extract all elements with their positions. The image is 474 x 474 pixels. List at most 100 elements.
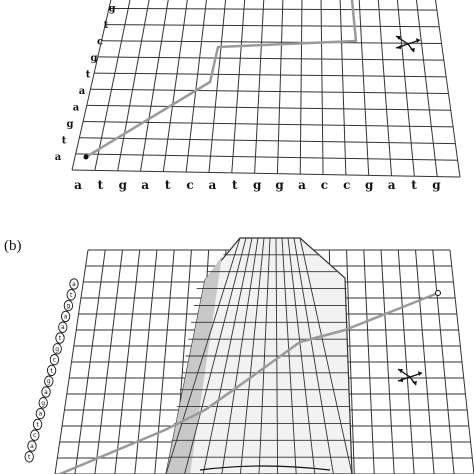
y-sequence-letter: a bbox=[79, 86, 86, 97]
x-sequence-letter: a bbox=[388, 178, 396, 192]
ridge-shadow bbox=[166, 256, 222, 474]
x-sequence-letter: g bbox=[432, 178, 441, 192]
x-sequence-letter: a bbox=[141, 178, 149, 192]
circled-letter-ring bbox=[32, 418, 43, 431]
panel-a-grid-hline bbox=[105, 24, 440, 28]
x-sequence-letter: c bbox=[343, 178, 350, 192]
circled-letter-ring bbox=[24, 451, 34, 463]
panel-a-grid-hline bbox=[75, 153, 458, 161]
panel-a-grid-vline bbox=[377, 0, 393, 176]
circled-letter-ring bbox=[49, 353, 60, 366]
circled-sequence-letter: a bbox=[72, 281, 76, 288]
circled-letter-ring bbox=[52, 343, 62, 355]
circled-sequence-letter: a bbox=[30, 443, 34, 450]
y-sequence-letter: c bbox=[97, 37, 103, 48]
ridge-vline bbox=[281, 237, 297, 474]
y-sequence-letter: g bbox=[109, 4, 116, 15]
panel-a-grid-vline bbox=[415, 0, 438, 177]
panel-a-grid-vline bbox=[254, 0, 265, 174]
panel-b-end-point bbox=[435, 290, 441, 296]
direction-arrows-icon bbox=[397, 368, 423, 386]
x-sequence-letter: a bbox=[209, 178, 217, 192]
panel-a-start-point bbox=[83, 154, 89, 160]
panel-a-grid-hline bbox=[94, 72, 447, 78]
circled-letter-ring bbox=[66, 289, 76, 301]
circled-sequence-letter: a bbox=[64, 313, 68, 320]
y-sequence-letter: a bbox=[73, 103, 80, 114]
x-sequence-letter: a bbox=[74, 178, 82, 192]
panel-a-grid-hline bbox=[71, 169, 461, 178]
panel-a-grid-hline bbox=[79, 137, 456, 145]
ridge-vline bbox=[258, 237, 271, 474]
circled-letter-ring bbox=[55, 332, 65, 344]
ridge-vline bbox=[202, 237, 253, 474]
panel-a-grid-hline bbox=[101, 40, 442, 44]
panel-a-grid-vline bbox=[139, 0, 169, 172]
ridge-vline bbox=[239, 237, 265, 474]
panel-a-grid-vline bbox=[208, 0, 227, 173]
circled-letter-ring bbox=[63, 299, 74, 312]
x-sequence-letter: t bbox=[411, 178, 417, 192]
circled-letter-ring bbox=[41, 386, 51, 398]
circled-sequence-letter: a bbox=[39, 411, 43, 418]
x-sequence-letter: g bbox=[365, 178, 374, 192]
panel-a-grid-hline bbox=[108, 7, 437, 11]
panel-a-grid-vline bbox=[339, 0, 347, 175]
circled-letter-ring bbox=[30, 429, 40, 441]
circled-sequence-letter: c bbox=[53, 357, 56, 364]
direction-arrows-icon bbox=[395, 35, 421, 53]
circled-sequence-letter: c bbox=[33, 432, 36, 439]
panel-a-grid-hline bbox=[86, 104, 451, 111]
circled-letter-ring bbox=[58, 321, 68, 333]
x-sequence-letter: c bbox=[321, 178, 328, 192]
panel-a-grid-vline bbox=[185, 0, 207, 173]
circled-letter-ring bbox=[27, 440, 37, 452]
panel-a-grid-vline bbox=[276, 0, 284, 174]
x-sequence-letter: t bbox=[165, 178, 171, 192]
panel-a-grid-vline bbox=[94, 0, 131, 171]
y-sequence-letter: t bbox=[62, 136, 67, 147]
panel-a-grid-vline bbox=[435, 0, 461, 178]
circled-letter-ring bbox=[44, 375, 54, 387]
panel-a-grid-vline bbox=[162, 0, 188, 172]
circled-sequence-letter: g bbox=[66, 303, 70, 310]
panel-a-grid-vline bbox=[71, 0, 112, 171]
panel-a-grid-hline bbox=[97, 56, 444, 61]
panel-a-alignment-path bbox=[85, 0, 358, 159]
panel-b-ridge bbox=[165, 237, 353, 474]
ridge-vline bbox=[165, 237, 241, 474]
circled-sequence-letter: g bbox=[41, 400, 45, 407]
y-sequence-letter: g bbox=[91, 53, 98, 64]
panel-a-grid-vline bbox=[117, 0, 150, 171]
ridge-vline bbox=[299, 237, 353, 474]
ridge-vline bbox=[221, 237, 259, 474]
circled-sequence-letter: t bbox=[70, 292, 73, 299]
circled-sequence-letter: t bbox=[50, 367, 53, 374]
x-sequence-letter: t bbox=[232, 178, 238, 192]
panel-a-grid-vline bbox=[299, 0, 303, 175]
ridge-vline bbox=[287, 237, 316, 474]
circled-letter-ring bbox=[69, 278, 79, 290]
ridge-vline bbox=[293, 237, 334, 474]
panel-b-alignment-path bbox=[59, 291, 439, 474]
panel-a-grid-vline bbox=[358, 0, 370, 176]
panel-a-grid-hline bbox=[90, 88, 449, 95]
panel-a-grid bbox=[71, 0, 461, 178]
panel-a-grid-vline bbox=[396, 0, 415, 177]
circled-sequence-letter: t bbox=[36, 421, 39, 428]
circled-letter-ring bbox=[38, 397, 48, 409]
y-sequence-letter: g bbox=[67, 119, 74, 130]
x-sequence-letter: a bbox=[298, 178, 306, 192]
x-sequence-letter: g bbox=[119, 178, 128, 192]
circled-sequence-letter: g bbox=[55, 346, 59, 353]
ridge-base-arc bbox=[199, 465, 331, 471]
x-sequence-letter: t bbox=[98, 178, 104, 192]
x-sequence-letter: g bbox=[275, 178, 284, 192]
ridge-vline bbox=[275, 237, 279, 474]
panel-a-grid-vline bbox=[231, 0, 246, 173]
